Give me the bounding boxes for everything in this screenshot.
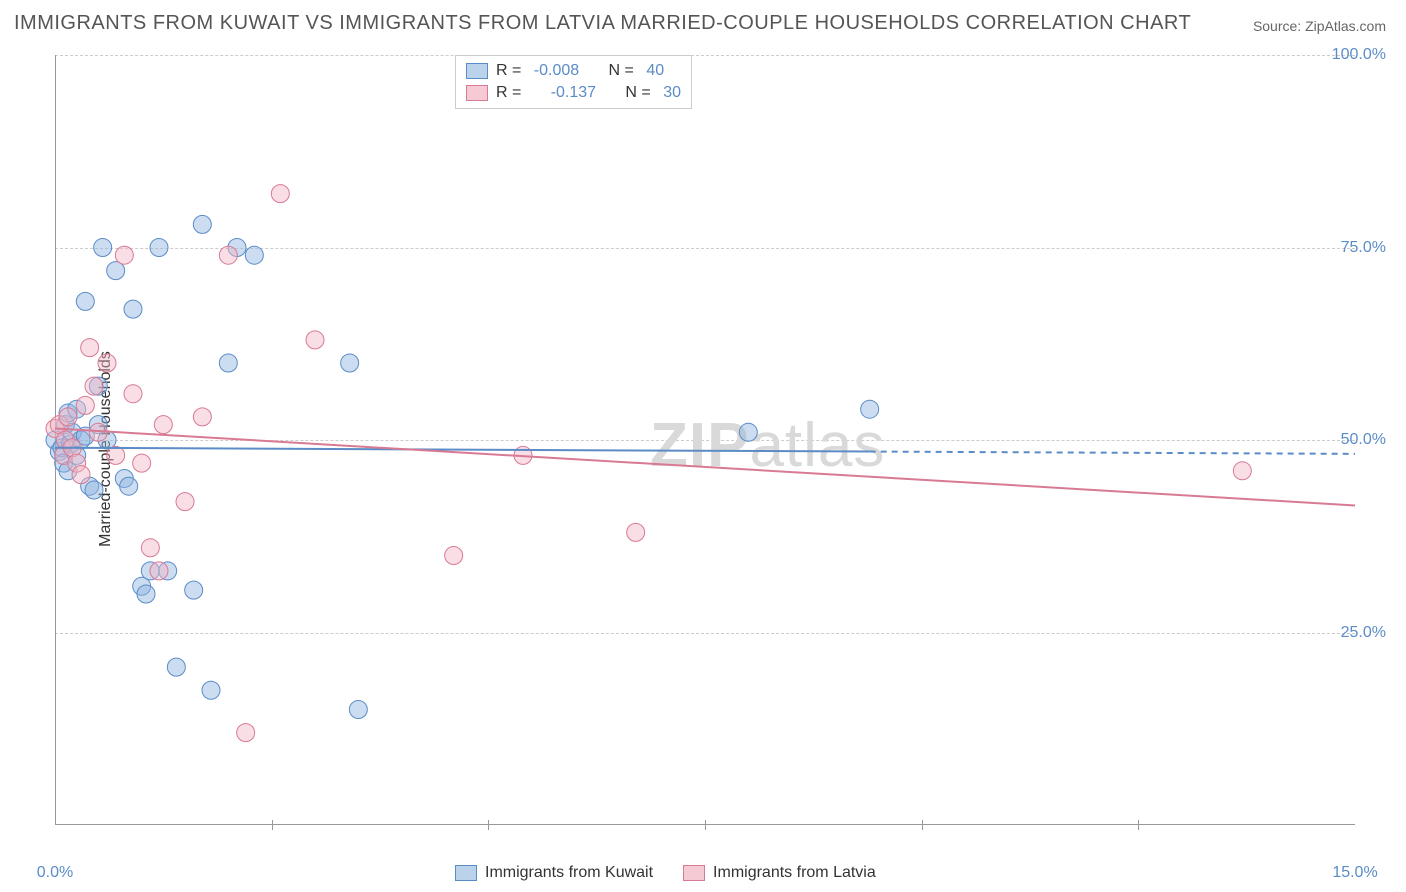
data-point bbox=[237, 724, 255, 742]
legend-r-label: R = bbox=[496, 60, 526, 82]
swatch-pink-icon bbox=[466, 85, 488, 101]
data-point bbox=[76, 292, 94, 310]
trend-line bbox=[55, 448, 870, 452]
data-point bbox=[219, 246, 237, 264]
swatch-pink-icon bbox=[683, 865, 705, 881]
data-point bbox=[150, 562, 168, 580]
data-point bbox=[861, 400, 879, 418]
legend-item-0: Immigrants from Kuwait bbox=[455, 864, 653, 882]
data-point bbox=[94, 239, 112, 257]
data-point bbox=[202, 681, 220, 699]
data-point bbox=[133, 454, 151, 472]
legend-item-label-1: Immigrants from Latvia bbox=[713, 864, 876, 882]
data-point bbox=[176, 493, 194, 511]
legend-r-value-0: -0.008 bbox=[534, 60, 579, 82]
legend-stats: R = -0.008 N = 40 R = -0.137 N = 30 bbox=[455, 55, 692, 109]
x-tick-label: 0.0% bbox=[37, 864, 73, 882]
swatch-blue-icon bbox=[466, 63, 488, 79]
data-point bbox=[85, 377, 103, 395]
data-point bbox=[306, 331, 324, 349]
data-point bbox=[107, 446, 125, 464]
data-point bbox=[219, 354, 237, 372]
legend-n-label: N = bbox=[625, 82, 655, 104]
data-point bbox=[341, 354, 359, 372]
chart-title: IMMIGRANTS FROM KUWAIT VS IMMIGRANTS FRO… bbox=[14, 12, 1191, 35]
legend-n-value-0: 40 bbox=[646, 60, 664, 82]
data-point bbox=[120, 477, 138, 495]
legend-stats-row-0: R = -0.008 N = 40 bbox=[466, 60, 681, 82]
legend-series: Immigrants from Kuwait Immigrants from L… bbox=[455, 864, 876, 882]
data-point bbox=[124, 300, 142, 318]
data-point bbox=[627, 523, 645, 541]
data-point bbox=[445, 547, 463, 565]
chart-container: IMMIGRANTS FROM KUWAIT VS IMMIGRANTS FRO… bbox=[0, 0, 1406, 892]
swatch-blue-icon bbox=[455, 865, 477, 881]
data-point bbox=[98, 354, 116, 372]
trend-line bbox=[55, 428, 1355, 505]
data-point bbox=[137, 585, 155, 603]
legend-r-value-1: -0.137 bbox=[551, 82, 596, 104]
data-point bbox=[59, 408, 77, 426]
data-point bbox=[115, 246, 133, 264]
data-point bbox=[81, 339, 99, 357]
trend-line-extension bbox=[870, 452, 1355, 454]
data-point bbox=[271, 185, 289, 203]
legend-r-label: R = bbox=[496, 82, 526, 104]
data-point bbox=[72, 466, 90, 484]
data-point bbox=[150, 239, 168, 257]
x-tick-label: 15.0% bbox=[1332, 864, 1377, 882]
data-point bbox=[245, 246, 263, 264]
data-point bbox=[193, 408, 211, 426]
data-point bbox=[349, 701, 367, 719]
legend-item-label-0: Immigrants from Kuwait bbox=[485, 864, 653, 882]
data-point bbox=[739, 423, 757, 441]
data-point bbox=[124, 385, 142, 403]
legend-n-value-1: 30 bbox=[663, 82, 681, 104]
data-point bbox=[1233, 462, 1251, 480]
legend-item-1: Immigrants from Latvia bbox=[683, 864, 876, 882]
data-point bbox=[193, 215, 211, 233]
data-point bbox=[76, 396, 94, 414]
plot-svg bbox=[55, 55, 1355, 825]
legend-stats-row-1: R = -0.137 N = 30 bbox=[466, 82, 681, 104]
data-point bbox=[185, 581, 203, 599]
source-label: Source: ZipAtlas.com bbox=[1253, 18, 1386, 34]
data-point bbox=[154, 416, 172, 434]
legend-n-label: N = bbox=[609, 60, 639, 82]
data-point bbox=[141, 539, 159, 557]
data-point bbox=[167, 658, 185, 676]
data-point bbox=[85, 481, 103, 499]
